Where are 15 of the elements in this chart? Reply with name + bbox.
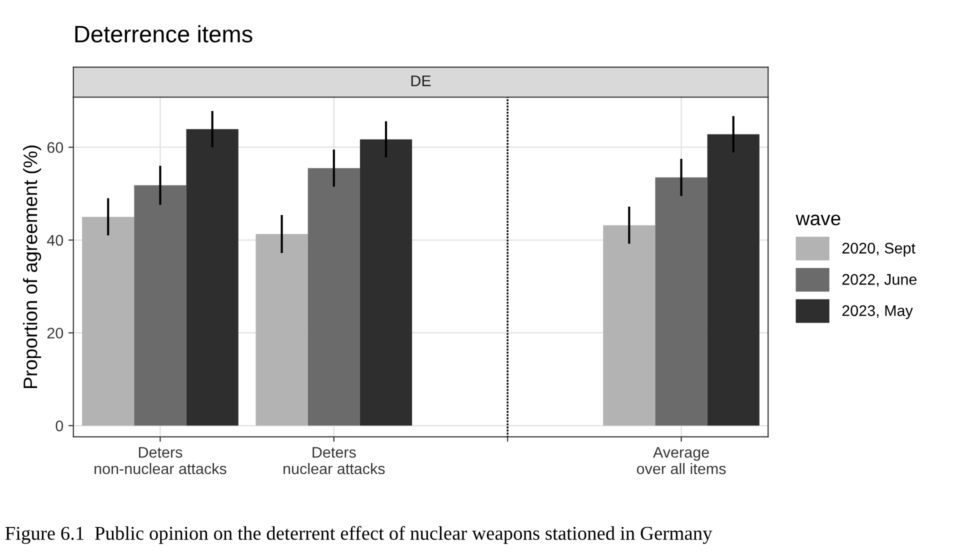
y-tick-label: 40 [47,234,64,246]
x-tick-label: Deters nuclear attacks [284,447,385,474]
chart-subtitle: DE [411,76,431,86]
y-axis-title: Proportion of agreement (%) [22,145,42,388]
x-tick-label: Average over all items [636,447,726,474]
y-tick-label: 0 [56,420,64,432]
x-tick-label: Deters non-nuclear attacks [94,447,226,474]
legend-label: 2020, Sept [842,242,916,257]
y-tick-label: 60 [47,142,64,153]
y-tick-label: 20 [47,328,64,339]
caption: Figure 6.1 Public opinion on the deterrent effect of nuclear weapons stationed in Germany [5,526,712,544]
legend-label: 2022, June [842,274,917,287]
legend-title: wave [796,214,840,226]
legend-label: 2023, May [842,305,913,320]
chart-title: Deterrence items [75,25,252,43]
